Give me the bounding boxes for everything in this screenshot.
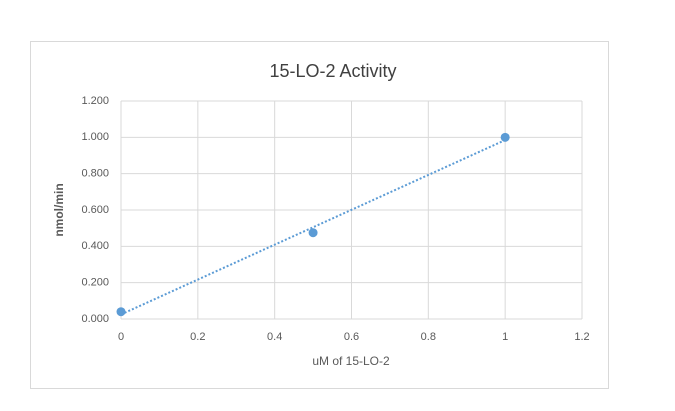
chart-title: 15-LO-2 Activity	[269, 61, 396, 81]
x-tick-label: 1	[502, 331, 508, 343]
x-tick-label: 0.8	[421, 331, 436, 343]
y-tick-label: 1.000	[81, 131, 109, 143]
y-axis-title: nmol/min	[52, 183, 66, 236]
y-tick-label: 0.600	[81, 204, 109, 216]
x-axis-title: uM of 15-LO-2	[312, 354, 390, 368]
x-tick-label: 1.2	[574, 331, 589, 343]
y-tick-label: 0.400	[81, 240, 109, 252]
x-tick-label: 0.6	[344, 331, 359, 343]
y-tick-label: 0.200	[81, 277, 109, 289]
data-point	[308, 228, 318, 238]
x-tick-label: 0.4	[267, 331, 282, 343]
x-tick-label: 0	[118, 331, 124, 343]
data-point	[116, 307, 126, 317]
data-point	[500, 132, 510, 142]
y-tick-label: 0.000	[81, 313, 109, 325]
y-tick-label: 1.200	[81, 95, 109, 107]
x-tick-label: 0.2	[190, 331, 205, 343]
y-tick-label: 0.800	[81, 168, 109, 180]
chart-border	[30, 41, 609, 389]
